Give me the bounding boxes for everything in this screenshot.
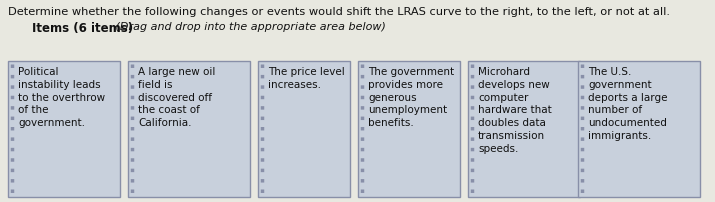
Text: The U.S.
government
deports a large
number of
undocumented
immigrants.: The U.S. government deports a large numb… [588,67,668,140]
Text: Microhard
develops new
computer
hardware that
doubles data
transmission
speeds.: Microhard develops new computer hardware… [478,67,552,153]
FancyBboxPatch shape [128,62,250,197]
Text: Determine whether the following changes or events would shift the LRAS curve to : Determine whether the following changes … [8,7,670,17]
FancyBboxPatch shape [258,62,350,197]
Text: A large new oil
field is
discovered off
the coast of
California.: A large new oil field is discovered off … [138,67,215,128]
FancyBboxPatch shape [358,62,460,197]
Text: The government
provides more
generous
unemployment
benefits.: The government provides more generous un… [368,67,454,128]
Text: (Drag and drop into the appropriate area below): (Drag and drop into the appropriate area… [112,22,386,32]
FancyBboxPatch shape [578,62,700,197]
FancyBboxPatch shape [8,62,120,197]
FancyBboxPatch shape [468,62,580,197]
Text: Items (6 items): Items (6 items) [32,22,133,35]
Text: Political
instability leads
to the overthrow
of the
government.: Political instability leads to the overt… [18,67,105,128]
Text: The price level
increases.: The price level increases. [268,67,345,89]
